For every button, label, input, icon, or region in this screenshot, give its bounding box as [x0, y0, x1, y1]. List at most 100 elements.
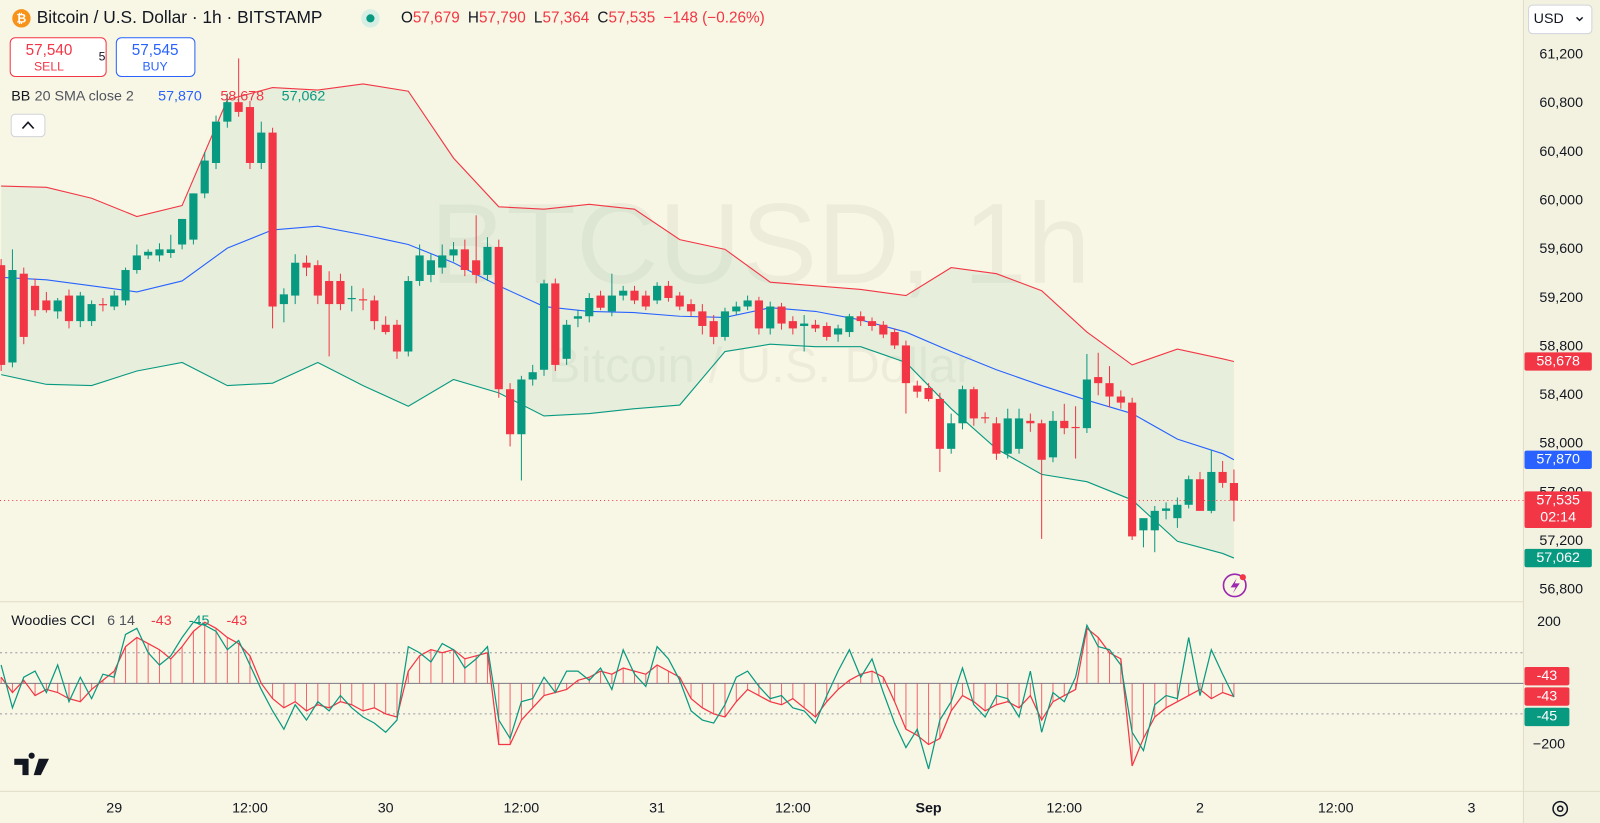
symbol[interactable]: Bitcoin / U.S. Dollar · 1h · BITSTAMP — [37, 7, 323, 27]
candle-body — [1082, 379, 1091, 429]
candle-body — [1037, 423, 1046, 460]
candle-body — [302, 262, 311, 268]
ohlc-key: C — [597, 9, 608, 26]
candle-body — [641, 295, 650, 307]
candle-body — [1094, 377, 1103, 384]
collapse-icon — [21, 121, 35, 130]
change: −148 (−0.26%) — [663, 9, 764, 26]
candle-body — [664, 285, 673, 299]
candle-body — [42, 300, 51, 311]
candle-body — [528, 372, 537, 380]
candle-body — [392, 324, 402, 352]
candle-body — [30, 285, 40, 311]
spread: 5 — [99, 49, 106, 63]
currency: USD — [1534, 11, 1564, 27]
ohlc-value: 57,790 — [479, 9, 526, 26]
price-badge — [1524, 450, 1592, 469]
candle-body — [53, 300, 62, 312]
price-badge — [1524, 352, 1592, 371]
candle-body — [1071, 426, 1080, 429]
candle-body — [19, 273, 28, 337]
cci-line — [0, 621, 1235, 770]
alert-bolt — [1230, 578, 1240, 594]
candle-body — [720, 311, 730, 337]
candle-body — [947, 423, 956, 449]
watermark-sub: Bitcoin / U.S. Dollar — [548, 339, 973, 393]
sell-button[interactable] — [9, 37, 107, 77]
alert-icon[interactable] — [1222, 573, 1247, 598]
candle-body — [766, 306, 775, 329]
tv-logo[interactable] — [14, 752, 49, 776]
buy-button[interactable] — [115, 37, 196, 77]
indicator-name[interactable]: BB — [11, 89, 30, 105]
candle-body — [1195, 479, 1205, 511]
price-badge — [1524, 491, 1592, 529]
cci-legend-value: -43 — [151, 613, 172, 629]
candle-body — [1105, 383, 1114, 397]
cci-badge-label: -43 — [1537, 668, 1558, 684]
y-tick-label: 57,200 — [1539, 533, 1583, 549]
candle-body — [223, 102, 232, 122]
x-tick-label: 30 — [378, 800, 394, 816]
candle-body — [539, 283, 549, 370]
y-tick-label: 58,000 — [1539, 436, 1583, 452]
candle-body — [913, 385, 922, 392]
candle-body — [1026, 420, 1035, 424]
btc-icon-glyph: ₿ — [16, 12, 26, 26]
candle-body — [426, 260, 435, 275]
y-tick-label: 56,800 — [1539, 582, 1583, 598]
candle-body — [743, 300, 752, 307]
collapse-button[interactable] — [10, 113, 46, 138]
settings-icon[interactable] — [1552, 800, 1569, 817]
candle-body — [347, 298, 356, 300]
candle-body — [438, 255, 447, 268]
candle-body — [822, 325, 831, 337]
candle-body — [325, 280, 334, 305]
candle-body — [935, 398, 944, 449]
candle-body — [562, 324, 571, 359]
price-badge-label: 57,062 — [1536, 550, 1580, 566]
x-tick-label: 12:00 — [1046, 800, 1082, 816]
candle-body — [551, 283, 560, 365]
buy-label: BUY — [143, 60, 168, 74]
cci-params: 6 14 — [107, 613, 135, 629]
indicator-value: 57,062 — [282, 89, 326, 105]
candle-body — [1116, 396, 1125, 403]
candle-body — [178, 218, 187, 245]
ohlc-value: 57,679 — [413, 9, 460, 26]
candle-body — [800, 323, 809, 326]
candle-body — [279, 294, 288, 305]
candle-body — [132, 255, 141, 271]
candle-body — [754, 300, 763, 329]
candle-body — [1150, 510, 1159, 531]
candle-body — [1060, 420, 1069, 429]
candle-body — [121, 270, 130, 301]
candle-body — [958, 389, 967, 424]
band-lower — [1, 343, 1235, 559]
indicator-value: 58,678 — [220, 89, 264, 105]
candle-body — [992, 423, 1001, 454]
cci-title: Woodies CCI — [11, 613, 95, 629]
buy-price: 57,545 — [132, 42, 179, 59]
sell-price: 57,540 — [26, 42, 73, 59]
sell-label: SELL — [34, 60, 64, 74]
ohlc-value: 57,535 — [608, 9, 655, 26]
candle-body — [698, 311, 707, 326]
status-dot — [366, 14, 375, 23]
currency-chevron — [1576, 16, 1584, 22]
indicator-value: 57,870 — [158, 89, 202, 105]
candle-body — [268, 132, 277, 307]
candle-body — [483, 246, 492, 275]
candle-body — [1139, 518, 1148, 531]
candle-body — [969, 389, 978, 419]
candle-body — [924, 388, 933, 399]
candle-body — [1218, 471, 1227, 483]
currency-select[interactable] — [1528, 4, 1593, 35]
candle-body — [76, 295, 85, 322]
candle-body — [200, 160, 209, 194]
ohlc-key: H — [468, 9, 479, 26]
candle-body — [901, 345, 911, 384]
candle-body — [981, 417, 990, 419]
